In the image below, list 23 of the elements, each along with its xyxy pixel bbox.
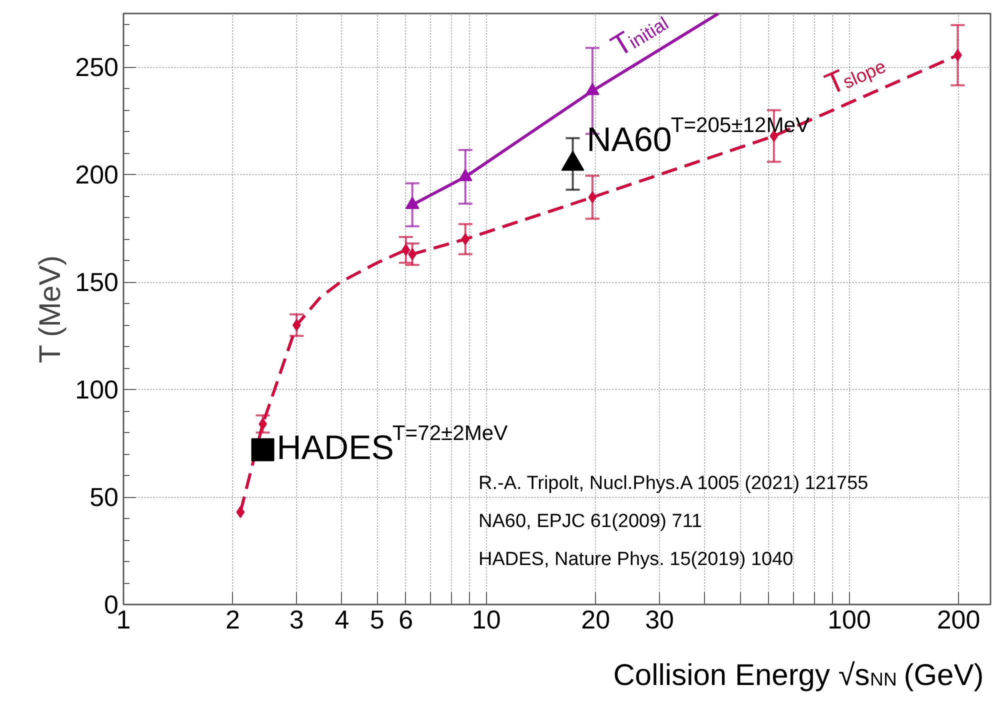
annotation: HADES, Nature Phys. 15(2019) 1040 [478, 549, 794, 570]
x-tick-label: 6 [398, 604, 414, 634]
y-tick-label: 250 [75, 52, 119, 82]
x-tick-label: 10 [472, 604, 501, 634]
x-tick-label: 100 [828, 604, 871, 634]
y-tick-label: 150 [75, 267, 119, 298]
x-tick-label: 3 [289, 604, 304, 634]
x-tick-label: 200 [936, 604, 980, 634]
text: Tslope [820, 55, 889, 102]
y-tick-label: 0 [104, 590, 119, 620]
annotation: R.-A. Tripolt, Nucl.Phys.A 1005 (2021) 121755 [478, 473, 868, 494]
x-axis-title: Collision Energy √sNN (GeV) [613, 659, 984, 692]
annotation: NA60, EPJC 61(2009) 711 [478, 511, 702, 532]
x-tick-label: 2 [226, 604, 240, 634]
x-tick-label: 30 [645, 604, 674, 634]
x-tick-label: 4 [334, 604, 350, 634]
x-tick-label: 1 [116, 604, 131, 634]
y-axis-title: T (MeV) [34, 255, 68, 364]
y-tick-label: 50 [90, 482, 118, 512]
y-tick-label: 100 [75, 374, 119, 405]
y-tick-label: 200 [75, 160, 119, 190]
x-tick-label: 20 [581, 604, 610, 634]
x-tick-label: 5 [370, 604, 384, 634]
